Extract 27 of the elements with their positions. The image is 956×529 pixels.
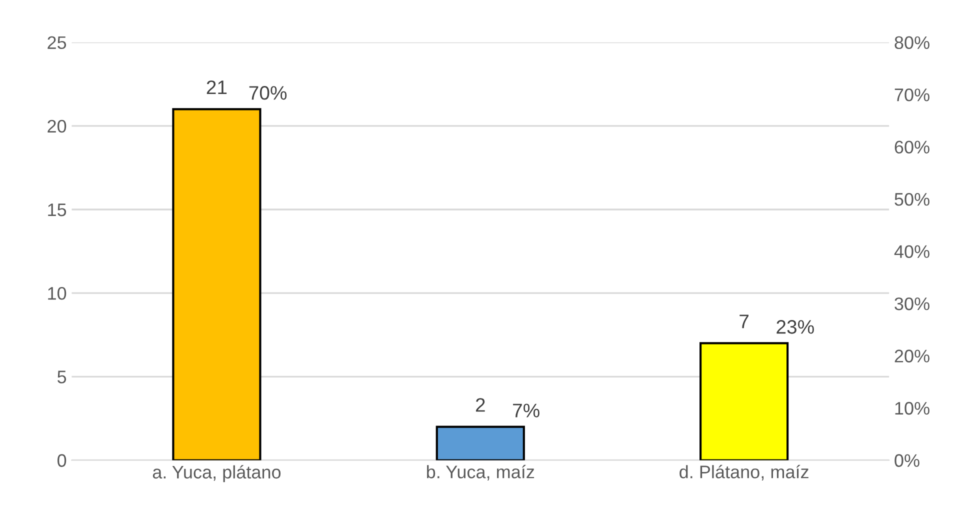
- bar: [700, 342, 789, 460]
- annotation: 70%: [249, 86, 287, 100]
- y-tick-label: 15: [48, 204, 66, 216]
- y2-tick-label: 20%: [894, 350, 930, 362]
- y-tick-label: 25: [48, 36, 66, 50]
- y2-tick-label: 0%: [894, 454, 920, 467]
- bar: [436, 426, 525, 460]
- annotation: 7%: [513, 404, 540, 418]
- y2-tick-label: 60%: [894, 140, 930, 154]
- y2-tick-label: 50%: [894, 192, 930, 206]
- x-tick-label: b. Yuca, maíz: [427, 464, 534, 480]
- y-tick-label: 5: [58, 370, 66, 384]
- annotation: 23%: [776, 320, 814, 334]
- y2-tick-label: 10%: [895, 402, 930, 415]
- bar: [172, 108, 262, 460]
- data-label: 21: [206, 80, 227, 94]
- y-tick-label: 20: [48, 120, 66, 133]
- data-label: 7: [740, 314, 748, 328]
- y2-tick-label: 40%: [894, 245, 930, 258]
- y2-tick-label: 80%: [894, 36, 930, 50]
- data-label: 2: [476, 398, 485, 412]
- y2-tick-label: 70%: [894, 88, 930, 102]
- x-tick-label: a. Yuca, plátano: [152, 465, 281, 482]
- y2-tick-label: 30%: [894, 297, 930, 310]
- x-tick-label: d. Plátano, maíz: [680, 464, 808, 480]
- y-tick-label: 10: [48, 287, 66, 300]
- y-tick-label: 0: [58, 454, 66, 467]
